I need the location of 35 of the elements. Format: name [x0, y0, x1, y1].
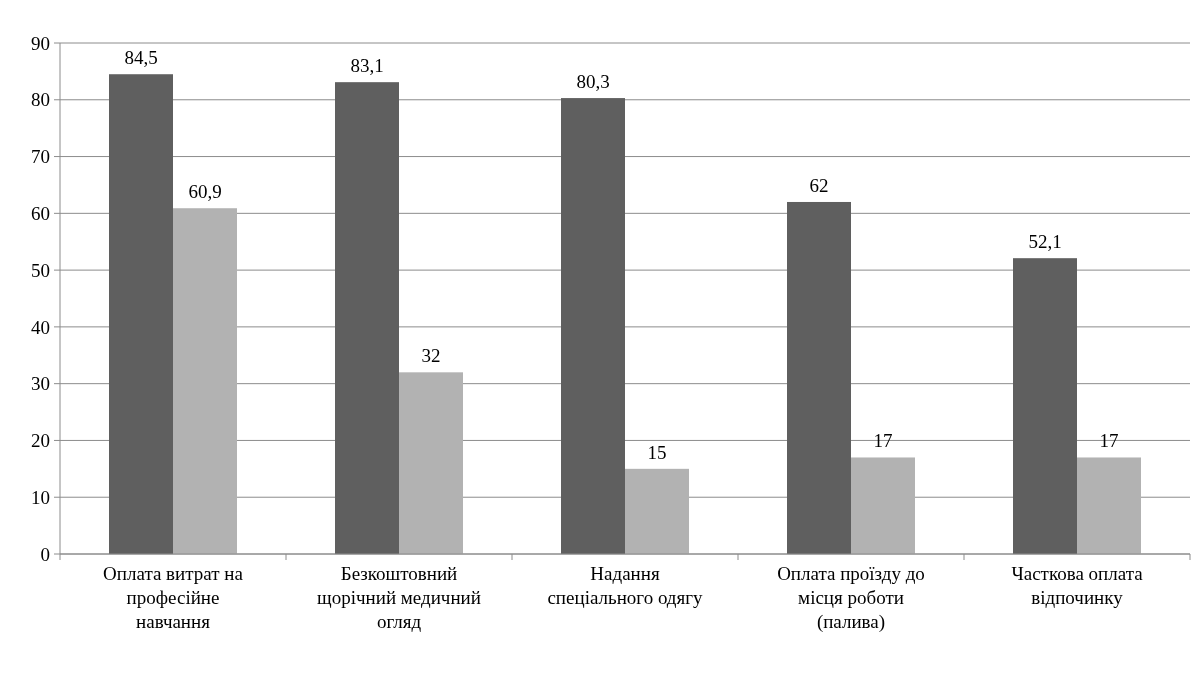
y-tick-label: 20 [31, 430, 50, 452]
y-tick-label: 60 [31, 202, 50, 224]
data-label: 60,9 [188, 181, 222, 203]
data-label: 62 [809, 174, 829, 196]
y-tick-label: 50 [31, 259, 50, 281]
x-tick-label: Часткова оплата відпочинку [1011, 563, 1144, 608]
bar [1013, 258, 1077, 554]
data-label: 15 [647, 441, 667, 463]
y-tick-label: 10 [31, 486, 50, 508]
bar [109, 74, 173, 554]
data-label: 84,5 [124, 47, 158, 69]
bar [561, 98, 625, 554]
data-label: 32 [421, 345, 441, 367]
y-tick-label: 80 [31, 89, 50, 111]
y-tick-label: 70 [31, 146, 50, 168]
x-tick-label: Оплата проїзду до місця роботи (палива) [777, 563, 925, 633]
bar [1077, 457, 1141, 554]
y-tick-label: 0 [40, 543, 50, 565]
bar [787, 201, 851, 554]
data-label: 17 [873, 430, 893, 452]
y-tick-label: 40 [31, 316, 50, 338]
y-tick-label: 30 [31, 373, 50, 395]
data-label: 83,1 [350, 55, 384, 77]
bar [173, 208, 237, 554]
y-tick-label: 90 [31, 32, 50, 54]
x-tick-label: Оплата витрат на професійне навчання [103, 563, 244, 632]
bar [399, 372, 463, 554]
data-label: 17 [1099, 430, 1119, 452]
data-label: 52,1 [1028, 231, 1062, 253]
bar [625, 468, 689, 554]
bar [335, 82, 399, 554]
x-tick-label: Надання спеціального одягу [547, 563, 704, 608]
x-tick-label: Безкоштовний щорічний медичний огляд [317, 563, 481, 632]
bar [851, 457, 915, 554]
data-label: 80,3 [576, 71, 610, 93]
